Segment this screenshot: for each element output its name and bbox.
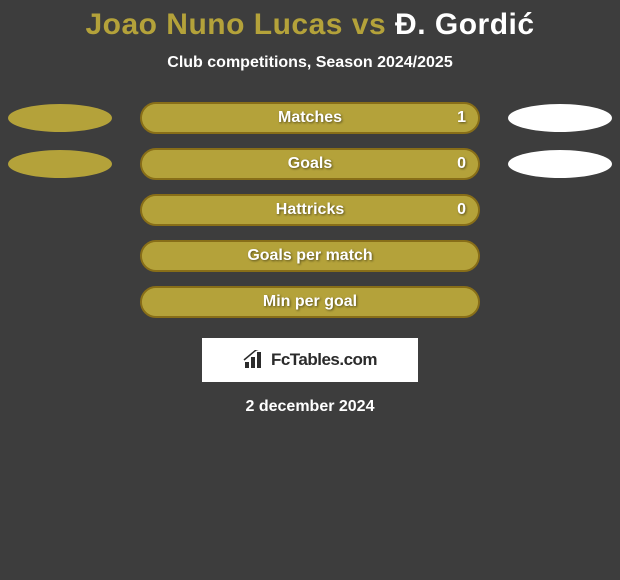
stat-label: Hattricks [276,201,344,219]
vs-text: vs [352,8,386,41]
right-ellipse-placeholder [508,242,612,270]
bars-icon [243,350,267,370]
stat-label: Matches [278,109,342,127]
stat-row: Hattricks 0 [0,194,620,226]
stat-bar: Min per goal [140,286,480,318]
stat-label: Goals [288,155,332,173]
player2-name: Ð. Gordić [395,8,535,41]
right-ellipse-placeholder [508,288,612,316]
left-ellipse [8,150,112,178]
stat-label: Goals per match [247,247,372,265]
right-ellipse-placeholder [508,196,612,224]
left-ellipse [8,104,112,132]
stat-value: 0 [457,155,466,173]
stat-bar: Goals 0 [140,148,480,180]
stat-value: 1 [457,109,466,127]
left-ellipse-placeholder [8,288,112,316]
right-ellipse [508,104,612,132]
comparison-infographic: Joao Nuno Lucas vs Ð. Gordić Club compet… [0,0,620,416]
logo-box: FcTables.com [202,338,418,382]
date-text: 2 december 2024 [0,398,620,416]
stats-rows: Matches 1 Goals 0 Hattricks 0 Goals per match M… [0,102,620,318]
stat-row: Goals per match [0,240,620,272]
subtitle: Club competitions, Season 2024/2025 [0,54,620,72]
stat-label: Min per goal [263,293,357,311]
stat-row: Matches 1 [0,102,620,134]
page-title: Joao Nuno Lucas vs Ð. Gordić [0,8,620,42]
left-ellipse-placeholder [8,242,112,270]
player1-name: Joao Nuno Lucas [85,8,343,41]
stat-row: Goals 0 [0,148,620,180]
stat-bar: Matches 1 [140,102,480,134]
stat-bar: Hattricks 0 [140,194,480,226]
right-ellipse [508,150,612,178]
left-ellipse-placeholder [8,196,112,224]
stat-value: 0 [457,201,466,219]
stat-bar: Goals per match [140,240,480,272]
logo-text: FcTables.com [271,350,377,370]
stat-row: Min per goal [0,286,620,318]
